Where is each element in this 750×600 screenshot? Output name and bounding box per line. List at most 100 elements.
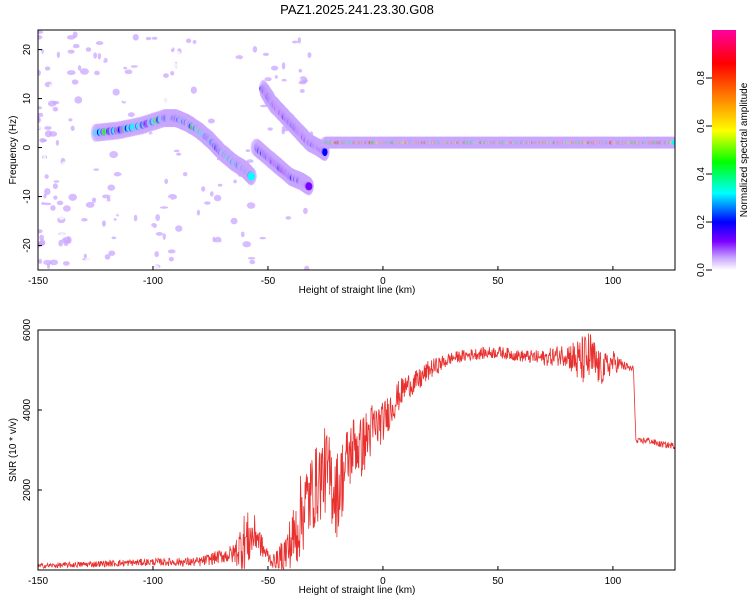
noise-speckle xyxy=(186,96,192,103)
noise-speckle xyxy=(211,214,215,218)
noise-speckle xyxy=(132,34,139,41)
noise-speckle xyxy=(250,112,255,116)
noise-speckle xyxy=(149,133,153,141)
snr-y-tick-label: 6000 xyxy=(22,318,33,341)
noise-speckle xyxy=(155,214,161,222)
noise-speckle xyxy=(278,187,287,194)
noise-speckle xyxy=(85,201,95,208)
noise-speckle xyxy=(162,98,169,103)
noise-speckle xyxy=(117,156,125,162)
noise-speckle xyxy=(257,188,261,196)
noise-speckle xyxy=(84,229,92,237)
noise-speckle xyxy=(263,189,269,196)
noise-speckle xyxy=(242,101,250,107)
noise-speckle xyxy=(56,163,63,170)
spectrogram-x-tick-label: 0 xyxy=(380,276,386,287)
noise-speckle xyxy=(201,186,206,192)
noise-speckle xyxy=(53,195,58,200)
noise-speckle xyxy=(304,265,310,270)
colorbar-tick-label: 0.2 xyxy=(696,215,707,229)
noise-speckle xyxy=(249,259,256,265)
noise-speckle xyxy=(38,226,41,230)
ridge-core xyxy=(322,148,328,157)
noise-speckle xyxy=(55,175,60,180)
noise-speckle xyxy=(160,50,164,55)
noise-speckle xyxy=(214,186,224,193)
noise-speckle xyxy=(47,51,57,58)
noise-speckle xyxy=(66,70,76,76)
spectrogram-x-tick-label: 50 xyxy=(492,276,504,287)
noise-speckle xyxy=(54,33,61,40)
noise-speckle xyxy=(42,141,47,147)
noise-speckle xyxy=(264,77,272,82)
noise-speckle xyxy=(43,259,52,265)
noise-speckle xyxy=(136,247,141,253)
noise-speckle xyxy=(86,52,91,55)
noise-speckle xyxy=(58,75,65,79)
noise-speckle xyxy=(259,109,264,117)
noise-speckle xyxy=(116,54,124,59)
noise-speckle xyxy=(77,196,84,200)
noise-speckle xyxy=(97,101,104,109)
noise-speckle xyxy=(164,178,169,185)
noise-speckle xyxy=(160,155,167,162)
noise-speckle xyxy=(56,109,65,116)
noise-speckle xyxy=(285,216,292,220)
noise-speckle xyxy=(240,231,245,238)
spectrogram-x-tick-label: -150 xyxy=(28,276,48,287)
noise-speckle xyxy=(196,209,201,216)
noise-speckle xyxy=(98,246,105,251)
noise-speckle xyxy=(72,223,79,227)
spectrogram-x-tick-label: -50 xyxy=(261,276,276,287)
noise-speckle xyxy=(148,82,153,86)
noise-speckle xyxy=(204,201,211,205)
noise-speckle xyxy=(233,179,237,184)
noise-speckle xyxy=(282,243,290,250)
noise-speckle xyxy=(82,249,86,255)
noise-speckle xyxy=(246,202,256,209)
noise-speckle xyxy=(93,168,100,171)
noise-speckle xyxy=(190,86,197,94)
noise-speckle xyxy=(306,78,314,86)
noise-speckle xyxy=(143,184,150,190)
noise-speckle xyxy=(56,200,64,206)
noise-speckle xyxy=(121,202,128,211)
noise-speckle xyxy=(298,81,307,85)
snr-panel: -150 -100 -50 0 50 100 2000 4000 6000 Height of… xyxy=(8,318,676,596)
noise-speckle xyxy=(65,167,74,173)
spectrogram-y-label: Frequency (Hz) xyxy=(8,116,19,185)
noise-speckle xyxy=(43,193,47,199)
snr-y-ticks: 2000 4000 6000 xyxy=(22,318,42,501)
noise-speckle xyxy=(222,71,231,77)
noise-speckle xyxy=(259,202,266,208)
noise-speckle xyxy=(79,38,85,45)
noise-speckle xyxy=(77,65,82,71)
noise-speckle xyxy=(124,69,133,75)
noise-speckle xyxy=(68,118,73,122)
noise-speckle xyxy=(147,167,152,173)
noise-speckle xyxy=(56,51,61,58)
noise-speckle xyxy=(52,106,59,112)
noise-speckle xyxy=(302,115,309,119)
noise-speckle xyxy=(41,209,50,213)
noise-speckle xyxy=(87,109,95,117)
noise-speckle xyxy=(118,175,125,182)
noise-speckle xyxy=(279,200,284,203)
noise-speckle xyxy=(49,259,58,266)
spectrogram-y-tick-label: 0 xyxy=(22,144,33,150)
noise-speckle xyxy=(154,251,159,258)
noise-speckle xyxy=(275,247,285,255)
noise-speckle xyxy=(265,68,270,72)
noise-speckle xyxy=(130,65,138,68)
noise-speckle xyxy=(140,102,150,106)
noise-speckle xyxy=(182,61,189,65)
noise-speckle xyxy=(44,130,53,138)
noise-speckle xyxy=(48,83,56,91)
noise-speckle xyxy=(72,43,80,49)
ridge-core xyxy=(305,182,313,191)
snr-x-label: Height of straight line (km) xyxy=(299,585,416,596)
noise-speckle xyxy=(38,50,43,58)
noise-speckle xyxy=(299,89,305,93)
noise-speckle xyxy=(216,79,223,84)
